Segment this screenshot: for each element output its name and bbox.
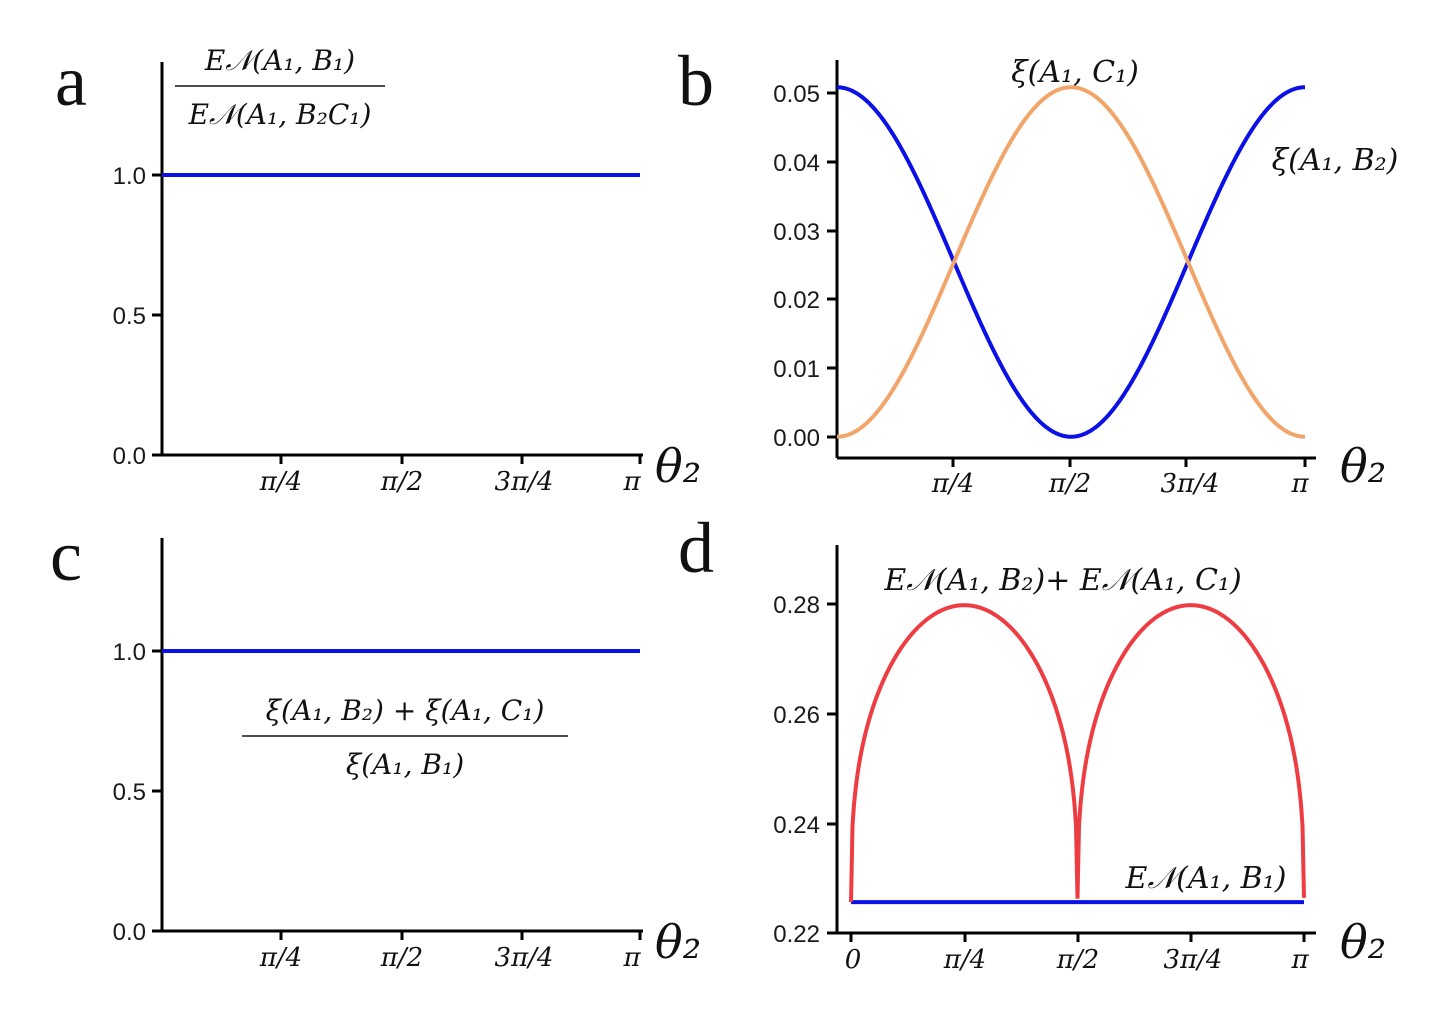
panel-a-annotation-numerator: E𝒩(A₁, B₁) xyxy=(204,44,355,77)
panel-d-xtick-label: π/2 xyxy=(1056,945,1099,975)
panel-letter-c: c xyxy=(50,516,82,596)
panel-a-ytick-label: 1.0 xyxy=(113,163,146,190)
panel-c-ytick-label: 0.0 xyxy=(113,919,146,946)
panel-b-x-ticks: π/4 π/2 3π/4 π xyxy=(931,458,1309,499)
panel-b-ytick-label: 0.01 xyxy=(773,356,820,383)
panel-a-xtick-label: 3π/4 xyxy=(495,467,554,497)
panel-b-xtick-label: π/2 xyxy=(1048,469,1091,499)
panel-d-series-sum xyxy=(849,603,1306,903)
panel-d-xtick-label: π/4 xyxy=(943,945,986,975)
panel-d: d 0.22 0.24 0.26 0.28 0 π/4 π/2 3π/4 π θ… xyxy=(678,508,1386,975)
panel-c-annotation: ξ(A₁, B₂) + ξ(A₁, C₁) ξ(A₁, B₁) xyxy=(242,694,568,781)
panel-d-label-sum: E𝒩(A₁, B₂)+ E𝒩(A₁, C₁) xyxy=(883,563,1241,598)
panel-c-x-ticks: π/4 π/2 3π/4 π xyxy=(259,931,642,973)
panel-c: c 0.0 0.5 1.0 π/4 π/2 3π/4 π θ₂ ξ(A₁, B₂… xyxy=(50,516,701,973)
panel-a-xtick-label: π xyxy=(622,467,641,497)
panel-c-xtick-label: π xyxy=(622,943,641,973)
panel-a: a 0.0 0.5 1.0 π/4 π/2 3π/4 π θ₂ E𝒩(A₁, B… xyxy=(55,41,701,497)
panel-b-xtick-label: π xyxy=(1290,469,1309,499)
panel-letter-b: b xyxy=(678,41,714,121)
panel-b-ytick-label: 0.05 xyxy=(773,81,820,108)
panel-c-xtick-label: 3π/4 xyxy=(495,943,554,973)
panel-c-xlabel: θ₂ xyxy=(655,915,701,969)
panel-d-y-ticks: 0.22 0.24 0.26 0.28 xyxy=(773,592,837,948)
panel-c-annotation-numerator: ξ(A₁, B₂) + ξ(A₁, C₁) xyxy=(266,694,545,727)
panel-c-ytick-label: 0.5 xyxy=(113,779,146,806)
panel-d-xlabel: θ₂ xyxy=(1340,915,1386,969)
panel-a-annotation: E𝒩(A₁, B₁) E𝒩(A₁, B₂C₁) xyxy=(175,44,385,131)
panel-b-ytick-label: 0.03 xyxy=(773,219,820,246)
panel-b-ytick-label: 0.04 xyxy=(773,150,820,177)
panel-b-y-ticks: 0.00 0.01 0.02 0.03 0.04 0.05 xyxy=(773,81,837,452)
panel-a-ytick-label: 0.5 xyxy=(113,303,146,330)
panel-a-x-ticks: π/4 π/2 3π/4 π xyxy=(259,455,642,497)
panel-d-x-ticks: 0 π/4 π/2 3π/4 π xyxy=(845,933,1309,975)
panel-d-ytick-label: 0.24 xyxy=(773,812,820,839)
panel-d-ytick-label: 0.26 xyxy=(773,702,820,729)
panel-b-xtick-label: π/4 xyxy=(931,469,974,499)
panel-letter-d: d xyxy=(678,508,714,588)
panel-b: b 0.00 0.01 0.02 0.03 0.04 0.05 π/4 π/2 … xyxy=(678,41,1398,499)
panel-c-annotation-denominator: ξ(A₁, B₁) xyxy=(346,748,464,781)
panel-b-label-xi-a1-c1: ξ(A₁, C₁) xyxy=(1011,55,1139,90)
panel-letter-a: a xyxy=(55,41,87,121)
panel-a-annotation-denominator: E𝒩(A₁, B₂C₁) xyxy=(188,98,372,131)
panel-b-xtick-label: 3π/4 xyxy=(1161,469,1220,499)
panel-b-label-xi-a1-b2: ξ(A₁, B₂) xyxy=(1272,143,1399,178)
panel-b-series-xi-a1-c1 xyxy=(836,85,1306,439)
panel-d-xtick-label: 3π/4 xyxy=(1164,945,1223,975)
panel-a-ytick-label: 0.0 xyxy=(113,443,146,470)
panel-b-xlabel: θ₂ xyxy=(1340,439,1386,493)
panel-d-ytick-label: 0.22 xyxy=(773,921,820,948)
panel-a-xtick-label: π/4 xyxy=(259,467,302,497)
panel-d-xtick-label: 0 xyxy=(845,945,862,975)
panel-d-xtick-label: π xyxy=(1290,945,1309,975)
panel-a-xlabel: θ₂ xyxy=(655,439,701,493)
panel-d-ytick-label: 0.28 xyxy=(773,592,820,619)
panel-b-ytick-label: 0.02 xyxy=(773,287,820,314)
panel-c-xtick-label: π/4 xyxy=(259,943,302,973)
panel-b-ytick-label: 0.00 xyxy=(773,425,820,452)
panel-d-label-en-a1-b1: E𝒩(A₁, B₁) xyxy=(1125,861,1287,896)
panel-c-xtick-label: π/2 xyxy=(380,943,423,973)
panel-c-ytick-label: 1.0 xyxy=(113,639,146,666)
panel-b-series-xi-a1-b2 xyxy=(836,85,1306,439)
panel-a-y-ticks: 0.0 0.5 1.0 xyxy=(113,163,162,470)
panel-c-y-ticks: 0.0 0.5 1.0 xyxy=(113,639,162,946)
panel-a-xtick-label: π/2 xyxy=(380,467,423,497)
